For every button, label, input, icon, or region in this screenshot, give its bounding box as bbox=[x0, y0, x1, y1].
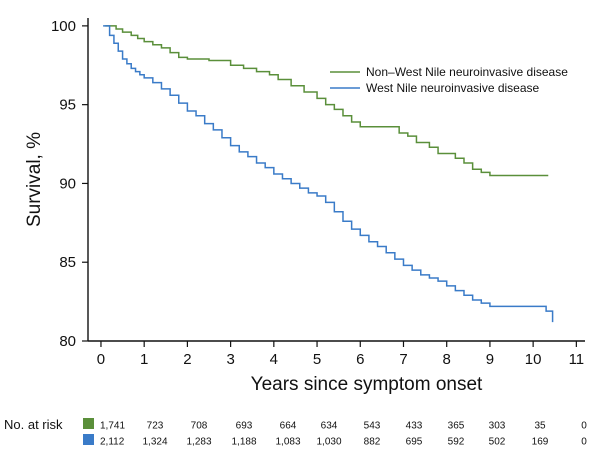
risk-value: 2,112 bbox=[100, 437, 125, 448]
risk-value: 1,324 bbox=[142, 437, 167, 448]
risk-value: 693 bbox=[236, 421, 253, 432]
x-tick-label: 5 bbox=[313, 351, 321, 368]
x-tick-label: 4 bbox=[270, 351, 278, 368]
x-tick-label: 3 bbox=[226, 351, 234, 368]
risk-value: 502 bbox=[489, 437, 506, 448]
y-tick-label: 90 bbox=[59, 175, 76, 192]
risk-table: No. at risk 1,741 723 708 693 664 634 543 433 365… bbox=[4, 417, 587, 448]
ticks: 0 1 2 3 4 5 6 7 8 9 10 11 80 85 90 95 100 bbox=[51, 18, 584, 368]
risk-row-swatch bbox=[83, 434, 94, 445]
risk-value: 433 bbox=[406, 421, 423, 432]
x-tick-label: 10 bbox=[525, 351, 542, 368]
risk-value: 1,030 bbox=[316, 437, 341, 448]
x-tick-label: 0 bbox=[97, 351, 105, 368]
risk-value: 543 bbox=[364, 421, 381, 432]
series-line-non-wnnd bbox=[105, 25, 549, 177]
risk-value: 303 bbox=[489, 421, 506, 432]
risk-value: 1,741 bbox=[100, 421, 125, 432]
y-axis-label: Survival, % bbox=[24, 132, 45, 227]
legend: Non–West Nile neuroinvasive disease West … bbox=[330, 65, 568, 95]
x-tick-label: 9 bbox=[486, 351, 494, 368]
risk-value: 1,188 bbox=[231, 437, 256, 448]
x-tick-label: 2 bbox=[183, 351, 191, 368]
legend-label: Non–West Nile neuroinvasive disease bbox=[366, 65, 568, 79]
x-tick-label: 11 bbox=[569, 351, 585, 368]
axes bbox=[87, 18, 585, 342]
x-axis-label: Years since symptom onset bbox=[251, 374, 483, 395]
risk-value: 592 bbox=[448, 437, 465, 448]
series-line-wnnd bbox=[103, 25, 554, 323]
risk-value: 0 bbox=[581, 437, 587, 448]
x-tick-label: 6 bbox=[356, 351, 364, 368]
legend-label: West Nile neuroinvasive disease bbox=[366, 81, 540, 95]
risk-table-title: No. at risk bbox=[4, 417, 63, 432]
risk-row-swatch bbox=[83, 418, 94, 429]
risk-value: 634 bbox=[321, 421, 338, 432]
x-tick-label: 1 bbox=[140, 351, 148, 368]
risk-value: 723 bbox=[147, 421, 164, 432]
x-tick-label: 7 bbox=[399, 351, 407, 368]
risk-value: 695 bbox=[406, 437, 423, 448]
survival-curves bbox=[103, 25, 554, 323]
y-tick-label: 95 bbox=[59, 97, 76, 114]
y-tick-label: 80 bbox=[59, 333, 76, 350]
risk-value: 365 bbox=[448, 421, 465, 432]
risk-value: 169 bbox=[532, 437, 549, 448]
risk-value: 1,283 bbox=[186, 437, 211, 448]
risk-value: 35 bbox=[534, 421, 546, 432]
x-tick-label: 8 bbox=[443, 351, 451, 368]
risk-value: 708 bbox=[191, 421, 208, 432]
y-tick-label: 85 bbox=[59, 254, 76, 271]
y-tick-label: 100 bbox=[51, 18, 76, 35]
risk-value: 882 bbox=[364, 437, 381, 448]
risk-value: 664 bbox=[280, 421, 297, 432]
risk-value: 1,083 bbox=[275, 437, 300, 448]
risk-value: 0 bbox=[581, 421, 587, 432]
